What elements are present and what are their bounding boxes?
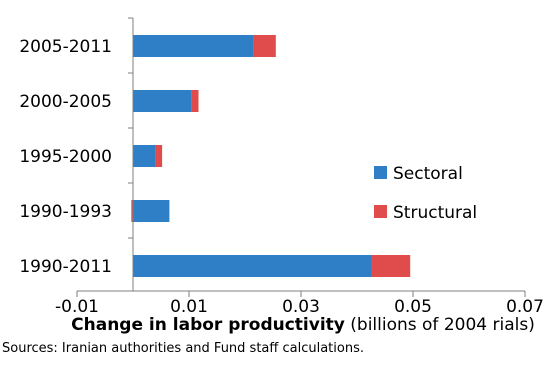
legend-swatch-sectoral	[374, 166, 387, 179]
bar-sectoral-2000-2005	[133, 90, 192, 112]
legend-swatch-structural	[374, 205, 387, 218]
chart: 2005-2011 2000-2005 1995-2000 1990-1993 1990…	[19, 17, 544, 335]
bar-sectoral-1990-1993	[133, 200, 170, 222]
legend-label-sectoral: Sectoral	[393, 164, 463, 184]
x-tick-label: 0.05	[394, 297, 432, 317]
bar-structural-1990-1993	[131, 200, 133, 222]
source-note: Sources: Iranian authorities and Fund st…	[2, 341, 364, 356]
axes-group	[76, 17, 526, 297]
legend: Sectoral Structural	[374, 164, 477, 223]
category-label-1990-1993: 1990-1993	[19, 202, 112, 222]
category-label-2005-2011: 2005-2011	[19, 37, 112, 57]
x-tick-labels: -0.01 0.01 0.03 0.05 0.07	[55, 297, 544, 317]
bar-structural-1990-2011	[371, 255, 411, 277]
bar-sectoral-1990-2011	[133, 255, 371, 277]
x-axis-label: Change in labor productivity (billions o…	[71, 315, 535, 335]
legend-label-structural: Structural	[393, 203, 477, 223]
bar-sectoral-2005-2011	[133, 35, 254, 57]
x-tick-label: 0.03	[282, 297, 320, 317]
bar-structural-2000-2005	[191, 90, 199, 112]
category-label-2000-2005: 2000-2005	[19, 92, 112, 112]
category-labels: 2005-2011 2000-2005 1995-2000 1990-1993 1990…	[19, 37, 112, 277]
bars-group	[131, 35, 411, 277]
x-tick-label: -0.01	[55, 297, 99, 317]
x-axis-label-bold: Change in labor productivity	[71, 315, 345, 335]
x-axis-label-rest: (billions of 2004 rials)	[345, 315, 535, 335]
category-label-1995-2000: 1995-2000	[19, 147, 112, 167]
x-tick-label: 0.01	[170, 297, 208, 317]
bar-sectoral-1995-2000	[133, 145, 156, 167]
bar-structural-1995-2000	[155, 145, 163, 167]
x-tick-label: 0.07	[506, 297, 544, 317]
category-label-1990-2011: 1990-2011	[19, 257, 112, 277]
bar-structural-2005-2011	[253, 35, 276, 57]
